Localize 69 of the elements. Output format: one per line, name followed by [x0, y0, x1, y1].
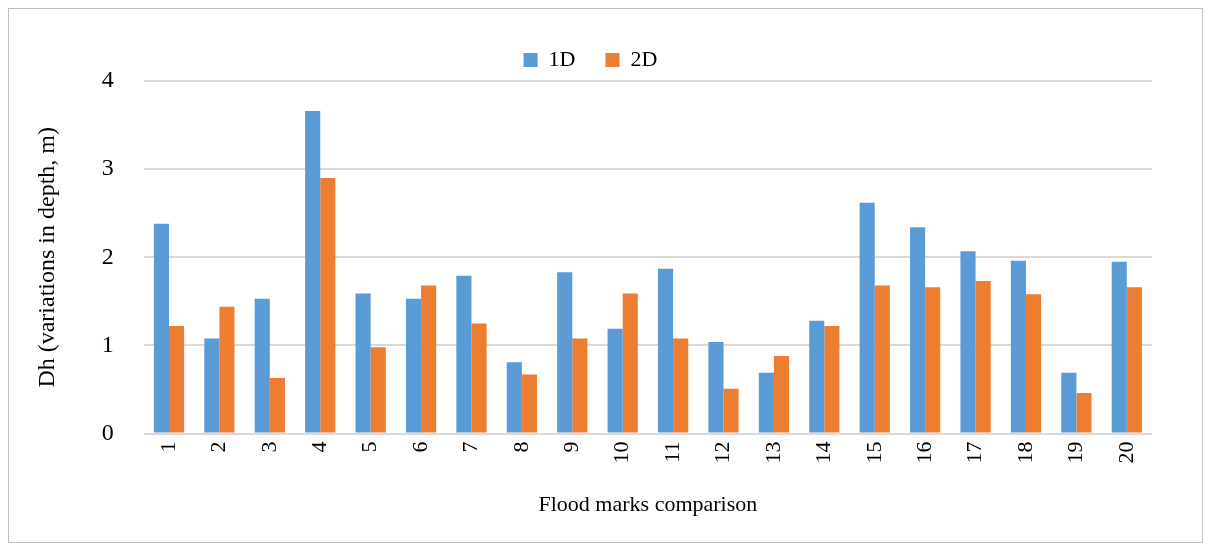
bar	[1111, 261, 1127, 433]
bar	[153, 223, 170, 433]
bar	[421, 285, 437, 433]
x-tick-label: 13	[759, 441, 785, 464]
bar	[521, 374, 537, 433]
bar	[506, 362, 522, 433]
bar	[1025, 294, 1042, 433]
bar	[673, 338, 689, 433]
bar	[254, 298, 270, 433]
bar	[1010, 260, 1026, 433]
bar	[809, 320, 825, 433]
x-tick-label: 6	[406, 441, 432, 453]
legend-label: 2D	[630, 45, 658, 71]
bar	[723, 388, 739, 433]
x-tick-label: 3	[255, 441, 281, 453]
x-tick-label: 10	[608, 441, 634, 464]
legend-label: 1D	[548, 45, 576, 71]
x-tick-label: 14	[810, 441, 836, 464]
bar	[1061, 372, 1077, 433]
x-tick-label: 19	[1062, 441, 1088, 464]
x-tick-label: 2	[205, 441, 231, 453]
y-tick-label: 2	[101, 242, 114, 269]
y-tick-label: 4	[101, 66, 114, 93]
bar	[607, 328, 623, 433]
bar	[960, 251, 976, 433]
bar	[859, 202, 875, 433]
x-tick-label: 9	[558, 441, 584, 453]
bar	[557, 272, 573, 433]
bar	[456, 275, 472, 433]
x-tick-label: 5	[356, 441, 382, 453]
y-axis-title: Dh (variations in depth, m)	[32, 126, 59, 388]
bar	[204, 338, 220, 433]
bar	[975, 281, 991, 433]
y-tick-label: 1	[101, 330, 114, 357]
bar	[370, 347, 386, 433]
bar	[758, 372, 774, 433]
x-tick-label: 16	[910, 441, 936, 464]
y-tick-label: 3	[101, 154, 114, 181]
bar	[773, 356, 790, 433]
bar	[269, 378, 285, 433]
x-tick-label: 11	[658, 441, 684, 463]
x-tick-label: 7	[457, 441, 483, 453]
x-tick-label: 4	[306, 441, 332, 453]
bar	[169, 326, 185, 433]
x-tick-label: 12	[709, 441, 735, 464]
bar	[708, 341, 724, 433]
x-tick-label: 20	[1112, 441, 1138, 464]
bar	[320, 177, 336, 433]
x-tick-label: 17	[961, 441, 987, 464]
bar	[910, 227, 926, 433]
x-tick-label: 8	[507, 441, 533, 453]
x-tick-label: 18	[1011, 441, 1037, 464]
bar	[355, 293, 371, 433]
bar	[305, 110, 321, 433]
x-tick-label: 1	[154, 441, 180, 453]
bar	[1076, 393, 1092, 433]
bar	[925, 287, 941, 433]
bar	[622, 293, 638, 433]
bar	[874, 285, 890, 433]
x-tick-label: 15	[860, 441, 886, 464]
bar	[824, 326, 840, 433]
bar	[471, 323, 487, 433]
bar	[405, 298, 422, 433]
bar	[657, 268, 674, 433]
bar	[1126, 287, 1142, 433]
x-axis-title: Flood marks comparison	[538, 490, 758, 516]
y-tick-label: 0	[101, 418, 114, 445]
bar	[572, 338, 588, 433]
bar	[219, 306, 235, 433]
